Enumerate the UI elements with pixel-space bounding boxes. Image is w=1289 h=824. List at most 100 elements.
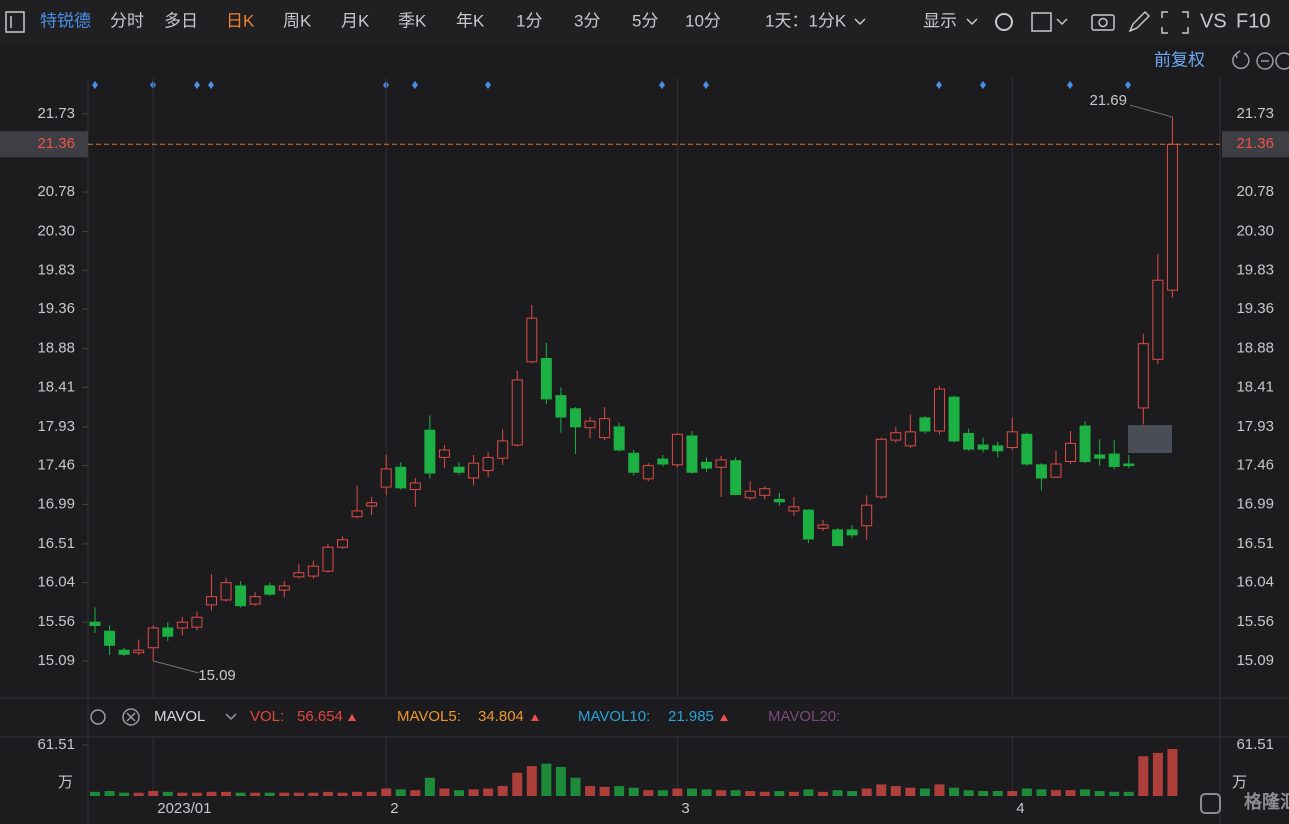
candle-body bbox=[1021, 433, 1033, 465]
period-tab[interactable]: 分时 bbox=[110, 11, 144, 30]
low-pointer bbox=[153, 660, 199, 674]
candle-body bbox=[788, 506, 800, 512]
period-tab[interactable]: 周K bbox=[283, 11, 312, 30]
low-annotation: 15.09 bbox=[198, 667, 236, 684]
candle-body bbox=[817, 524, 829, 529]
volume-bar bbox=[1138, 756, 1149, 796]
candle-body bbox=[1079, 425, 1091, 463]
volume-bar bbox=[395, 789, 406, 796]
volume-bar bbox=[148, 791, 159, 796]
candle-body bbox=[890, 432, 902, 441]
legend-value: 34.804 bbox=[478, 708, 524, 725]
zoom-in-icon[interactable] bbox=[1275, 52, 1289, 70]
indicator-name[interactable]: MAVOL bbox=[154, 708, 205, 725]
period-tab[interactable]: 日K bbox=[226, 11, 255, 30]
volume-bar bbox=[832, 790, 843, 796]
candle-body bbox=[875, 438, 887, 498]
candle-body bbox=[526, 317, 538, 363]
x-tick-label: 3 bbox=[681, 800, 689, 817]
candle-body bbox=[846, 529, 858, 536]
y-tick-label-right: 15.09 bbox=[1236, 652, 1274, 669]
period-tab[interactable]: 年K bbox=[456, 11, 485, 30]
candle-body bbox=[468, 462, 480, 479]
period-tab[interactable]: 3分 bbox=[574, 11, 600, 30]
interval[interactable]: 1天：1分K bbox=[765, 11, 847, 30]
candle-body bbox=[599, 418, 611, 439]
volume-bar bbox=[424, 777, 435, 796]
candle-body bbox=[744, 490, 756, 499]
volume-bar bbox=[337, 792, 348, 796]
volume-bar bbox=[861, 788, 872, 796]
volume-bar bbox=[206, 791, 217, 796]
y-tick-label-right: 18.88 bbox=[1236, 340, 1274, 357]
y-tick-label-right: 16.04 bbox=[1236, 574, 1274, 591]
volume-bar bbox=[133, 792, 144, 796]
chevron bbox=[1056, 18, 1068, 26]
candle-body bbox=[220, 582, 232, 601]
volume-bar bbox=[628, 787, 639, 796]
undo-icon[interactable] bbox=[1232, 50, 1250, 70]
display-menu[interactable]: 显示 bbox=[923, 11, 957, 30]
settings-icon[interactable] bbox=[995, 13, 1013, 31]
candle-body bbox=[278, 585, 290, 591]
period-tab[interactable]: 1分 bbox=[516, 11, 542, 30]
candle-body bbox=[366, 502, 378, 507]
layout-icon[interactable] bbox=[1031, 12, 1052, 32]
vol-tick-label: 61.51 bbox=[37, 736, 75, 753]
candle-body bbox=[802, 509, 814, 540]
current-price-label: 21.36 bbox=[37, 135, 75, 152]
symbol[interactable]: 特锐德 bbox=[40, 11, 91, 30]
candle-body bbox=[322, 546, 334, 572]
vs-button[interactable]: VS bbox=[1200, 10, 1227, 32]
candle-body bbox=[628, 452, 640, 473]
volume-bar bbox=[104, 791, 115, 796]
fullscreen-icon[interactable] bbox=[1161, 11, 1189, 34]
candle-body bbox=[118, 649, 130, 655]
vol-unit-right: 万 bbox=[1232, 774, 1247, 791]
legend-arrow bbox=[720, 714, 728, 721]
y-tick-label-right: 17.46 bbox=[1236, 457, 1274, 474]
y-tick-label: 20.78 bbox=[37, 183, 75, 200]
volume-bar bbox=[919, 788, 930, 796]
volume-bar bbox=[468, 789, 479, 796]
indicator-close[interactable] bbox=[122, 708, 140, 726]
period-tab[interactable]: 5分 bbox=[632, 11, 658, 30]
volume-bar bbox=[381, 788, 392, 796]
period-tab[interactable]: 多日 bbox=[164, 11, 198, 30]
sidebar-toggle[interactable] bbox=[5, 11, 25, 33]
y-tick-label: 16.99 bbox=[37, 495, 75, 512]
period-tab[interactable]: 月K bbox=[341, 11, 370, 30]
y-tick-label: 16.04 bbox=[37, 574, 75, 591]
volume-bar bbox=[308, 792, 319, 796]
x-tick-label: 2023/01 bbox=[157, 800, 211, 817]
camera-icon[interactable] bbox=[1091, 14, 1115, 31]
zoom-out-icon[interactable] bbox=[1256, 52, 1274, 70]
period-tab[interactable]: 季K bbox=[398, 11, 427, 30]
volume-bar bbox=[774, 791, 785, 796]
candle-body bbox=[773, 498, 785, 503]
candle-body bbox=[264, 585, 276, 595]
crosshair-box bbox=[1128, 425, 1172, 453]
candle-body bbox=[1006, 431, 1018, 449]
volume-bar bbox=[686, 788, 697, 796]
volume-bar bbox=[1152, 752, 1163, 796]
draw-icon[interactable] bbox=[1128, 10, 1151, 33]
vol-tick-label-right: 61.51 bbox=[1236, 736, 1274, 753]
legend-name: VOL: bbox=[250, 708, 284, 725]
candle-body bbox=[963, 432, 975, 450]
period-tab[interactable]: 10分 bbox=[685, 11, 721, 30]
camera-lens bbox=[1098, 17, 1108, 28]
legend-arrow bbox=[348, 714, 356, 721]
y-tick-label: 19.36 bbox=[37, 300, 75, 317]
volume-bar bbox=[818, 791, 828, 796]
f10-button[interactable]: F10 bbox=[1236, 10, 1270, 32]
candle-body bbox=[380, 468, 392, 488]
volume-bar bbox=[191, 792, 202, 796]
indicator-settings[interactable] bbox=[90, 709, 106, 725]
legend-name: MAVOL20: bbox=[768, 708, 840, 725]
adjust-mode[interactable]: 前复权 bbox=[1154, 50, 1205, 69]
y-tick-label-right: 20.30 bbox=[1236, 223, 1274, 240]
current-price-box bbox=[0, 131, 88, 158]
legend-value: 21.985 bbox=[668, 708, 714, 725]
